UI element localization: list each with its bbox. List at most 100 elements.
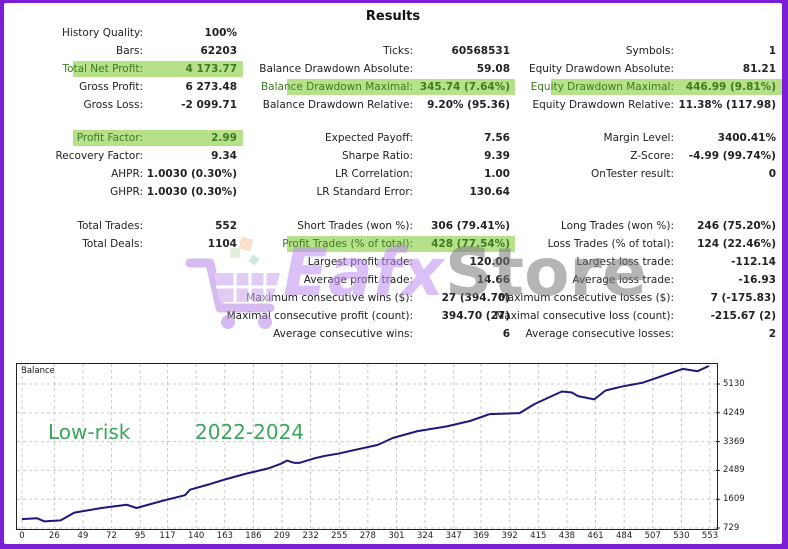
stat-label: LR Correlation: <box>335 168 413 180</box>
stat-label: Z-Score: <box>630 150 674 162</box>
results-title: Results <box>365 9 421 24</box>
stat-label: Largest profit trade: <box>307 256 413 268</box>
highlight-bar <box>287 79 515 95</box>
stat-value: -16.93 <box>738 274 776 286</box>
stat-value: 14.66 <box>476 274 510 286</box>
annotation-period: 2022-2024 <box>195 420 305 444</box>
stat-label: Maximum consecutive wins ($): <box>246 292 413 304</box>
y-tick-label: 3369 <box>723 436 745 447</box>
stat-label: Sharpe Ratio: <box>341 150 413 162</box>
stat-value: 552 <box>215 220 237 232</box>
stat-label: Recovery Factor: <box>55 150 143 162</box>
stat-label: Maximal consecutive profit (count): <box>226 310 413 322</box>
stat-value: 6 273.48 <box>185 81 237 93</box>
x-tick-label: 232 <box>302 531 319 541</box>
x-tick-label: 209 <box>273 531 291 541</box>
stat-label: Ticks: <box>383 45 413 57</box>
x-tick-label: 278 <box>359 531 376 541</box>
stat-label: Maximum consecutive losses ($): <box>498 292 674 304</box>
stat-value: -215.67 (2) <box>710 310 776 322</box>
stat-value: 9.34 <box>211 150 237 162</box>
x-tick-label: 461 <box>587 531 604 541</box>
x-tick-label: 530 <box>673 531 690 541</box>
stat-label: Profit Factor: <box>76 132 143 144</box>
stat-label: Gross Profit: <box>79 81 143 93</box>
stat-value: 2.99 <box>211 132 237 144</box>
stat-label: Average consecutive losses: <box>525 328 674 340</box>
x-tick-label: 72 <box>106 531 117 541</box>
x-tick-label: 117 <box>159 531 176 541</box>
highlight-bar <box>73 61 243 77</box>
x-tick-label: 163 <box>216 531 233 541</box>
x-tick-label: 95 <box>134 531 146 541</box>
stat-value: 11.38% (117.98) <box>678 99 776 111</box>
x-tick-label: 26 <box>48 531 60 541</box>
stat-value: 1.0030 (0.30%) <box>146 168 237 180</box>
y-tick-label: 1609 <box>723 494 745 505</box>
stat-label: History Quality: <box>62 27 143 39</box>
stat-value: 59.08 <box>476 63 510 75</box>
x-tick-label: 49 <box>77 531 89 541</box>
stat-label: Total Trades: <box>77 220 143 232</box>
stat-value: 9.20% (95.36) <box>427 99 510 111</box>
x-tick-label: 140 <box>188 531 205 541</box>
x-tick-label: 484 <box>616 531 633 541</box>
stat-value: 345.74 (7.64%) <box>419 81 510 93</box>
stat-label: Loss Trades (% of total): <box>547 238 674 250</box>
x-tick-label: 392 <box>501 531 518 541</box>
stat-value: -2 099.71 <box>181 99 237 111</box>
stat-value: 428 (77.54%) <box>431 238 510 250</box>
stat-label: Gross Loss: <box>83 99 144 111</box>
stat-label: Average profit trade: <box>303 274 413 286</box>
stat-label: Profit Trades (% of total): <box>282 238 413 250</box>
x-tick-label: 324 <box>416 531 434 541</box>
stat-value: 2 <box>768 328 776 340</box>
x-tick-label: 369 <box>472 531 490 541</box>
stat-label: Bars: <box>116 45 143 57</box>
stat-value: 1 <box>768 45 776 57</box>
stat-value: 1.0030 (0.30%) <box>146 186 237 198</box>
stat-label: Equity Drawdown Maximal: <box>530 81 674 93</box>
annotation-low-risk: Low-risk <box>48 420 131 444</box>
stat-value: 6 <box>502 328 510 340</box>
stat-value: 81.21 <box>742 63 776 75</box>
x-tick-label: 507 <box>644 531 661 541</box>
x-tick-label: 415 <box>530 531 547 541</box>
y-tick-label: 729 <box>723 523 740 533</box>
stat-label: Total Deals: <box>82 238 143 250</box>
stat-value: 60568531 <box>451 45 510 57</box>
stat-value: 7.56 <box>484 132 510 144</box>
x-tick-label: 0 <box>19 531 25 541</box>
stat-value: -112.14 <box>731 256 776 268</box>
x-tick-label: 553 <box>701 531 719 541</box>
y-tick-label: 5130 <box>723 379 745 389</box>
x-tick-label: 438 <box>558 531 576 541</box>
stat-value: 130.64 <box>469 186 510 198</box>
y-tick-label: 4249 <box>723 407 745 418</box>
stat-label: Equity Drawdown Relative: <box>532 99 674 111</box>
x-tick-label: 186 <box>245 531 262 541</box>
stat-value: 100% <box>204 27 237 39</box>
stat-value: 0 <box>768 168 776 180</box>
chart-title: Balance <box>21 366 55 376</box>
stat-value: 62203 <box>200 45 237 57</box>
stat-value: 394.70 (27) <box>441 310 510 322</box>
stat-label: Maximal consecutive loss (count): <box>495 310 674 322</box>
stat-label: Margin Level: <box>603 132 674 144</box>
stat-label: AHPR: <box>111 168 143 180</box>
x-tick-label: 301 <box>388 531 405 541</box>
stat-value: 306 (79.41%) <box>431 220 510 232</box>
stat-value: -4.99 (99.74%) <box>688 150 776 162</box>
stat-label: Short Trades (won %): <box>297 220 413 232</box>
stat-value: 1.00 <box>484 168 510 180</box>
stat-label: GHPR: <box>110 186 143 198</box>
stat-value: 9.39 <box>484 150 510 162</box>
highlight-bar <box>551 79 782 95</box>
stat-label: Expected Payoff: <box>324 132 413 144</box>
stat-label: Total Net Profit: <box>62 63 143 75</box>
stat-label: Balance Drawdown Absolute: <box>259 63 413 75</box>
stat-value: 246 (75.20%) <box>697 220 776 232</box>
stat-value: 1104 <box>207 238 237 250</box>
stat-value: 124 (22.46%) <box>697 238 776 250</box>
